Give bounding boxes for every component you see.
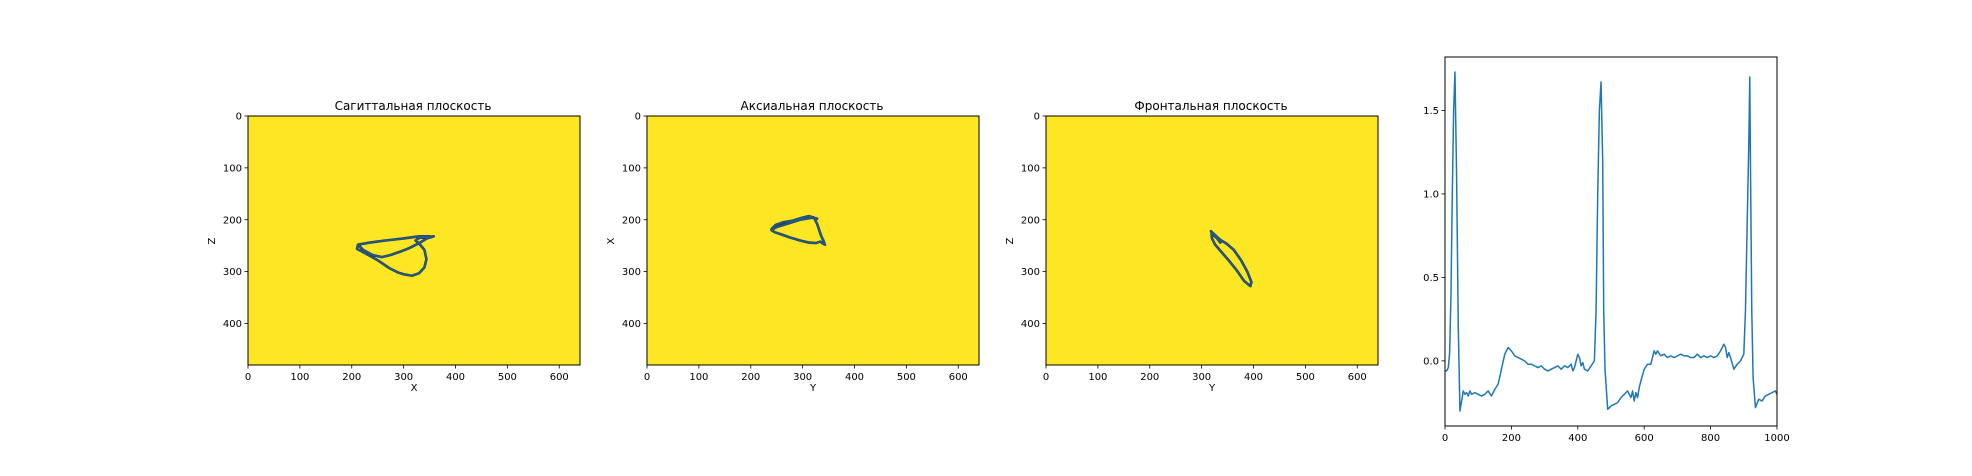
y-tick-label: 200 xyxy=(1021,215,1040,226)
plot-frame xyxy=(247,115,581,366)
plot-background xyxy=(647,116,979,365)
y-tick-label: 200 xyxy=(223,215,242,226)
plot-frame xyxy=(646,115,980,366)
y-tick-label: 100 xyxy=(1021,163,1040,174)
x-tick-label: 0 xyxy=(1043,372,1049,383)
y-tick-label: 300 xyxy=(223,267,242,278)
x-tick-label: 100 xyxy=(1088,372,1107,383)
loop-line xyxy=(356,235,435,277)
y-tick-label: 0 xyxy=(1034,112,1040,123)
x-tick-label: 400 xyxy=(446,372,465,383)
y-tick-label: 1.0 xyxy=(1423,189,1439,200)
x-tick-label: 200 xyxy=(1140,372,1159,383)
panel-axial: Аксиальная плоскость 0 100 200 300 400 500 600… xyxy=(606,99,980,394)
x-tick-label: 400 xyxy=(845,372,864,383)
panel-ecg: 0 200 400 600 800 1000 0.0 0.5 1.0 1.5 xyxy=(1423,56,1790,444)
y-axis-label: X xyxy=(606,237,617,244)
x-tick-label: 400 xyxy=(1244,372,1263,383)
loop-line xyxy=(770,215,826,246)
panel-sagittal: Сагиттальная плоскость 0 100 200 300 400 500 6… xyxy=(207,99,581,394)
x-tick-label: 100 xyxy=(290,372,309,383)
x-tick-label: 300 xyxy=(394,372,413,383)
loop-line xyxy=(1210,230,1253,287)
x-tick-label: 500 xyxy=(897,372,916,383)
panel-title: Сагиттальная плоскость xyxy=(335,99,492,113)
tick-labels: 0 100 200 300 400 500 600 0 100 200 300 400 xyxy=(1021,112,1367,384)
x-tick-label: 0 xyxy=(245,372,251,383)
y-tick-label: 100 xyxy=(223,163,242,174)
x-tick-label: 800 xyxy=(1701,433,1720,444)
y-tick-label: 0 xyxy=(236,112,242,123)
y-tick-label: 300 xyxy=(622,267,641,278)
plot-data xyxy=(355,235,436,278)
x-tick-label: 400 xyxy=(1568,433,1587,444)
x-axis-label: X xyxy=(411,383,418,394)
x-tick-label: 600 xyxy=(1635,433,1654,444)
x-tick-label: 600 xyxy=(550,372,569,383)
plot-frame xyxy=(1045,115,1379,366)
y-tick-label: 300 xyxy=(1021,267,1040,278)
x-tick-label: 200 xyxy=(741,372,760,383)
x-tick-label: 0 xyxy=(644,372,650,383)
tick-labels: 0 100 200 300 400 500 600 0 100 200 300 400 xyxy=(622,112,968,384)
y-tick-label: 0.5 xyxy=(1423,273,1439,284)
y-tick-label: 0 xyxy=(635,112,641,123)
plot-data xyxy=(770,214,827,246)
x-axis-label: Y xyxy=(1208,383,1216,394)
x-tick-label: 1000 xyxy=(1764,433,1789,444)
x-tick-label: 300 xyxy=(793,372,812,383)
plot-background xyxy=(1445,57,1777,426)
x-tick-label: 100 xyxy=(689,372,708,383)
y-axis-label: Z xyxy=(207,237,218,244)
x-tick-label: 300 xyxy=(1192,372,1211,383)
y-tick-label: 400 xyxy=(223,319,242,330)
y-tick-label: 400 xyxy=(622,319,641,330)
y-tick-label: 400 xyxy=(1021,319,1040,330)
panel-title: Фронтальная плоскость xyxy=(1134,99,1287,113)
x-tick-label: 600 xyxy=(949,372,968,383)
y-axis-label: Z xyxy=(1005,237,1016,244)
tick-labels: 0 100 200 300 400 500 600 0 100 200 300 400 xyxy=(223,112,569,384)
x-tick-label: 600 xyxy=(1348,372,1367,383)
y-tick-label: 0.0 xyxy=(1423,356,1439,367)
panel-frontal: Фронтальная плоскость 0 100 200 300 400 500 60… xyxy=(1005,99,1379,394)
signal-line xyxy=(1445,71,1778,412)
panel-title: Аксиальная плоскость xyxy=(741,99,884,113)
x-tick-label: 200 xyxy=(342,372,361,383)
y-tick-label: 200 xyxy=(622,215,641,226)
plot-frame xyxy=(1444,56,1778,427)
x-tick-label: 500 xyxy=(498,372,517,383)
y-tick-label: 100 xyxy=(622,163,641,174)
plot-data xyxy=(1445,71,1778,412)
x-tick-label: 500 xyxy=(1296,372,1315,383)
tick-labels: 0 200 400 600 800 1000 0.0 0.5 1.0 1.5 xyxy=(1423,106,1790,444)
y-tick-label: 1.5 xyxy=(1423,106,1439,117)
plot-background xyxy=(248,116,580,365)
x-tick-label: 200 xyxy=(1502,433,1521,444)
plot-data xyxy=(1209,229,1253,288)
x-axis-label: Y xyxy=(809,383,817,394)
x-tick-label: 0 xyxy=(1442,433,1448,444)
